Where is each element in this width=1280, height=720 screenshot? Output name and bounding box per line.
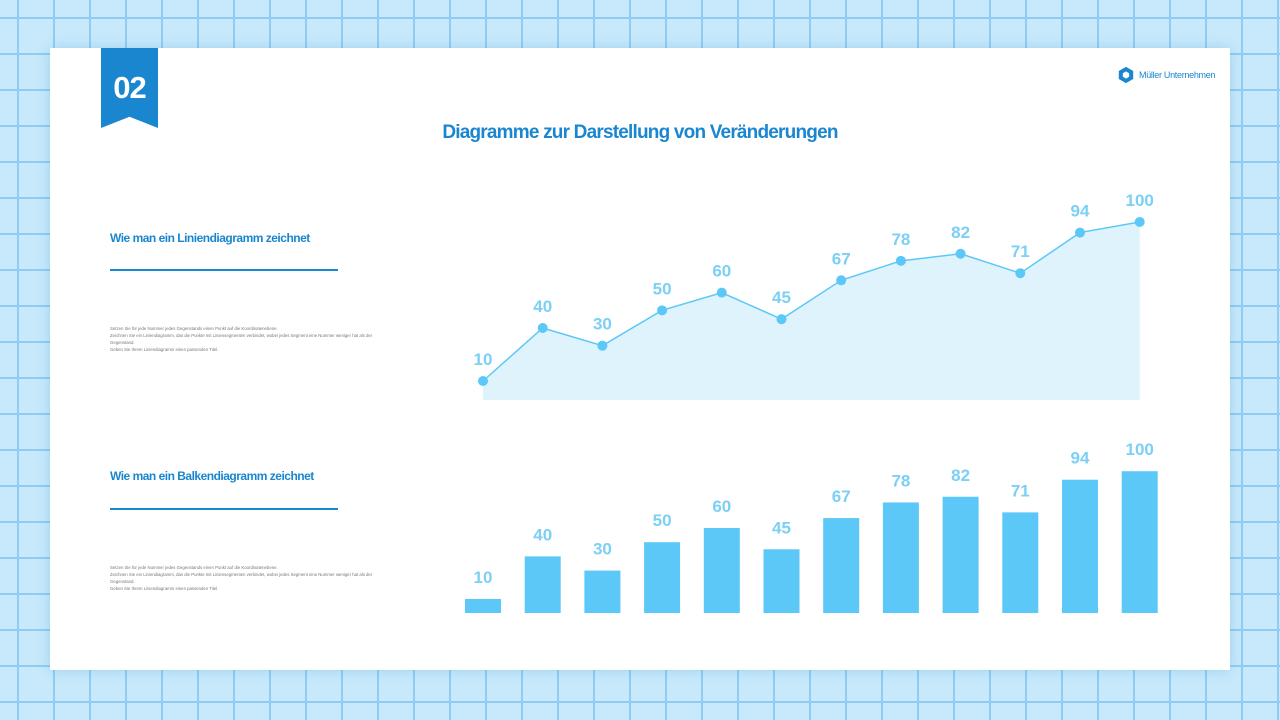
- divider: [110, 508, 338, 510]
- bar: [942, 496, 979, 613]
- hexagon-aperture-icon: [1118, 66, 1134, 84]
- area-fill: [483, 221, 1140, 400]
- instruction-line: Setzen Sie für jede Nummer jedes Gegenst…: [110, 565, 278, 570]
- line-chart-heading: Wie man ein Liniendiagramm zeichnet: [110, 231, 310, 245]
- data-label: 71: [1011, 242, 1030, 261]
- data-label: 45: [772, 288, 791, 307]
- data-label: 30: [593, 315, 612, 334]
- data-label: 94: [1071, 449, 1090, 468]
- data-label: 100: [1126, 191, 1154, 210]
- company-logo: Müller Unternehmen: [1117, 66, 1215, 84]
- data-label: 100: [1126, 440, 1154, 459]
- bar: [644, 542, 681, 613]
- line-chart-instructions: Setzen Sie für jede Nummer jedes Gegenst…: [110, 325, 390, 353]
- slide-number-badge: 02: [101, 48, 158, 128]
- data-point: [597, 340, 608, 351]
- data-point: [1015, 268, 1026, 279]
- bar: [823, 518, 860, 613]
- bar: [465, 599, 501, 613]
- instruction-line: Geben Sie Ihrem Liniendiagramm einen pas…: [110, 586, 219, 591]
- bar: [703, 528, 740, 613]
- instruction-line: Setzen Sie für jede Nummer jedes Gegenst…: [110, 326, 278, 331]
- divider: [110, 269, 338, 271]
- bar: [882, 502, 919, 613]
- data-label: 10: [474, 568, 493, 587]
- data-label: 78: [891, 471, 910, 490]
- bar: [524, 556, 561, 613]
- bar: [1062, 479, 1098, 613]
- data-label: 45: [772, 518, 791, 537]
- data-point: [716, 287, 727, 298]
- data-point: [895, 255, 906, 266]
- data-label: 94: [1071, 202, 1090, 221]
- data-point: [657, 305, 668, 316]
- data-label: 30: [593, 540, 612, 559]
- data-label: 40: [533, 525, 552, 544]
- data-point: [955, 248, 966, 259]
- data-label: 67: [832, 487, 851, 506]
- data-point: [1134, 216, 1145, 227]
- data-label: 50: [653, 279, 672, 298]
- data-point: [537, 322, 548, 333]
- instruction-line: Zeichnen Sie ein Liniendiagramm, das die…: [110, 572, 373, 584]
- data-point: [478, 376, 488, 386]
- bar: [584, 570, 621, 613]
- instruction-line: Geben Sie Ihrem Liniendiagramm einen pas…: [110, 347, 219, 352]
- series-line: [482, 221, 1140, 382]
- bar: [763, 549, 800, 613]
- data-label: 40: [533, 297, 552, 316]
- page-title: Diagramme zur Darstellung von Veränderun…: [442, 122, 838, 143]
- company-name: Müller Unternehmen: [1139, 70, 1216, 80]
- bar: [1121, 471, 1158, 613]
- data-label: 82: [951, 223, 970, 242]
- data-label: 82: [951, 466, 970, 485]
- bar-chart-instructions: Setzen Sie für jede Nummer jedes Gegenst…: [110, 564, 390, 592]
- bar-chart-heading: Wie man ein Balkendiagramm zeichnet: [110, 469, 314, 483]
- data-label: 67: [832, 249, 851, 268]
- data-label: 60: [712, 497, 731, 516]
- instruction-line: Zeichnen Sie ein Liniendiagramm, das die…: [110, 333, 373, 345]
- data-label: 71: [1011, 481, 1030, 500]
- data-label: 50: [653, 511, 672, 530]
- data-point: [776, 314, 787, 325]
- data-label: 78: [891, 230, 910, 249]
- data-point: [836, 275, 847, 286]
- bar: [1002, 512, 1039, 613]
- data-label: 10: [474, 350, 493, 369]
- data-point: [1075, 227, 1085, 238]
- data-label: 60: [712, 262, 731, 281]
